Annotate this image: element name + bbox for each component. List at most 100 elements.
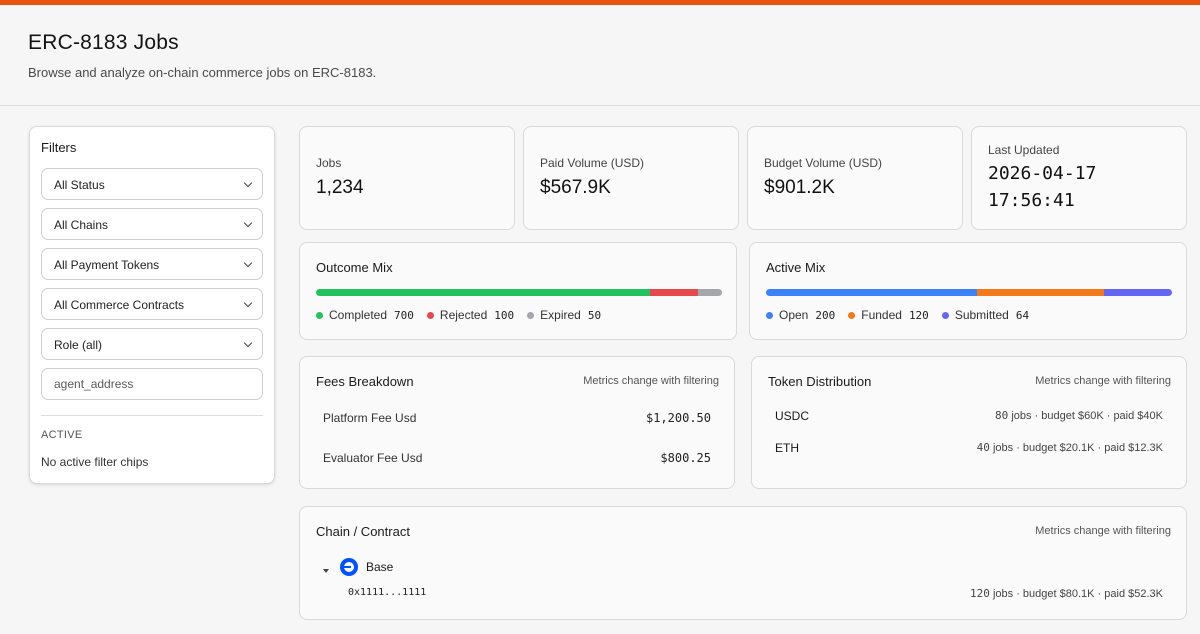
- top-accent-bar: [0, 0, 1200, 5]
- bar-segment-open: [766, 289, 978, 296]
- agent-address-input[interactable]: [41, 368, 263, 400]
- active-mix-card: Active Mix Open 200 Funded 120 Submitted 64: [749, 242, 1187, 340]
- legend-label: Open: [779, 308, 809, 322]
- token-distribution-card: Token Distribution Metrics change with f…: [751, 356, 1187, 489]
- legend-dot-icon: [426, 311, 434, 319]
- chain-contract-card: Chain / Contract Metrics change with fil…: [299, 506, 1187, 620]
- token-distribution-note: Metrics change with filtering: [1035, 375, 1171, 387]
- contract-detail: jobs · budget $80.1K · paid $52.3K: [989, 588, 1163, 600]
- chevron-down-icon: [243, 178, 253, 188]
- jobs-stat-card: Jobs 1,234: [299, 126, 515, 230]
- contract-stats: 120 jobs · budget $80.1K · paid $52.3K: [970, 587, 1163, 600]
- legend-count: 64: [1015, 308, 1030, 322]
- legend-dot-icon: [316, 311, 323, 319]
- legend-count: 100: [494, 308, 515, 322]
- active-filters-label: ACTIVE: [41, 429, 83, 441]
- legend-count: 120: [908, 308, 929, 322]
- token-row-count: 40: [976, 441, 990, 454]
- legend-dot-icon: [527, 311, 535, 319]
- last-updated-stat-card: Last Updated 2026-04-17 17:56:41: [971, 126, 1187, 230]
- legend-label: Rejected: [439, 308, 488, 322]
- chevron-down-icon: [243, 258, 253, 268]
- active-filters-empty: No active filter chips: [41, 455, 149, 469]
- contract-address[interactable]: 0x1111...1111: [348, 587, 427, 598]
- chain-contract-note: Metrics change with filtering: [1035, 525, 1171, 537]
- active-mix-title: Active Mix: [766, 260, 826, 275]
- outcome-mix-title: Outcome Mix: [316, 260, 393, 275]
- filters-title: Filters: [41, 140, 77, 155]
- chevron-down-icon: [243, 218, 253, 228]
- jobs-label: Jobs: [316, 156, 342, 170]
- token-row-detail: jobs · budget $20.1K · paid $12.3K: [989, 442, 1163, 454]
- chevron-down-icon: [243, 338, 253, 348]
- role-select-value: Role (all): [54, 338, 103, 352]
- token-row-stats: 80 jobs · budget $60K · paid $40K: [995, 409, 1163, 422]
- outcome-mix-card: Outcome Mix Completed 700 Rejected 100 Expir…: [299, 242, 737, 340]
- budget-volume-label: Budget Volume (USD): [764, 156, 883, 170]
- legend-item-funded: Funded 120: [848, 308, 929, 322]
- base-chain-logo-icon: [340, 558, 358, 576]
- bar-segment-expired: [698, 289, 722, 296]
- filters-divider: [41, 415, 263, 416]
- legend-dot-icon: [848, 311, 856, 319]
- contract-count: 120: [970, 587, 990, 600]
- bar-segment-funded: [977, 289, 1105, 296]
- page-subtitle: Browse and analyze on-chain commerce job…: [28, 65, 377, 80]
- fees-breakdown-note: Metrics change with filtering: [583, 375, 719, 387]
- jobs-value: 1,234: [316, 177, 364, 198]
- evaluator-fee-label: Evaluator Fee Usd: [323, 451, 423, 465]
- chain-name[interactable]: Base: [366, 560, 394, 574]
- legend-item-submitted: Submitted 64: [941, 308, 1030, 322]
- legend-dot-icon: [766, 311, 773, 319]
- legend-label: Submitted: [954, 308, 1009, 322]
- token-row-name: USDC: [775, 409, 810, 423]
- payment-tokens-select[interactable]: All Payment Tokens: [41, 248, 263, 280]
- token-row-count: 80: [995, 409, 1009, 422]
- budget-volume-stat-card: Budget Volume (USD) $901.2K: [747, 126, 963, 230]
- status-select-value: All Status: [54, 178, 105, 192]
- paid-volume-label: Paid Volume (USD): [540, 156, 645, 170]
- last-updated-label: Last Updated: [988, 143, 1060, 157]
- budget-volume-value: $901.2K: [764, 177, 835, 198]
- paid-volume-stat-card: Paid Volume (USD) $567.9K: [523, 126, 739, 230]
- active-mix-bar: [766, 289, 1172, 296]
- payment-tokens-select-value: All Payment Tokens: [54, 258, 160, 272]
- legend-item-open: Open 200: [766, 308, 835, 322]
- outcome-mix-bar: [316, 289, 722, 296]
- outcome-mix-legend: Completed 700 Rejected 100 Expired 50: [316, 308, 614, 322]
- legend-count: 200: [815, 308, 836, 322]
- last-updated-time: 17:56:41: [988, 190, 1075, 211]
- chains-select-value: All Chains: [54, 218, 109, 232]
- chevron-down-icon: [243, 298, 253, 308]
- token-distribution-title: Token Distribution: [768, 374, 872, 389]
- legend-count: 700: [394, 308, 414, 322]
- status-select[interactable]: All Status: [41, 168, 263, 200]
- legend-label: Funded: [861, 308, 902, 322]
- fees-breakdown-title: Fees Breakdown: [316, 374, 414, 389]
- commerce-contracts-select-value: All Commerce Contracts: [54, 298, 185, 312]
- evaluator-fee-value: $800.25: [660, 451, 711, 465]
- token-row-stats: 40 jobs · budget $20.1K · paid $12.3K: [977, 441, 1163, 454]
- token-row-name: ETH: [775, 441, 799, 455]
- collapse-caret-icon[interactable]: [323, 569, 329, 573]
- bar-segment-completed: [316, 289, 651, 296]
- legend-count: 50: [587, 308, 602, 322]
- fees-breakdown-card: Fees Breakdown Metrics change with filte…: [299, 356, 735, 489]
- bar-segment-submitted: [1104, 289, 1172, 296]
- legend-item-rejected: Rejected 100: [426, 308, 515, 322]
- platform-fee-label: Platform Fee Usd: [323, 411, 417, 425]
- last-updated-date: 2026-04-17: [988, 163, 1097, 184]
- legend-dot-icon: [941, 311, 949, 319]
- token-row-detail: jobs · budget $60K · paid $40K: [1008, 410, 1163, 422]
- page-title: ERC-8183 Jobs: [28, 31, 179, 54]
- active-mix-legend: Open 200 Funded 120 Submitted 64: [766, 308, 1042, 322]
- commerce-contracts-select[interactable]: All Commerce Contracts: [41, 288, 263, 320]
- role-select[interactable]: Role (all): [41, 328, 263, 360]
- legend-item-completed: Completed 700: [316, 308, 414, 322]
- legend-label: Expired: [540, 308, 581, 322]
- legend-item-expired: Expired 50: [527, 308, 601, 322]
- platform-fee-value: $1,200.50: [645, 411, 711, 425]
- paid-volume-value: $567.9K: [540, 177, 611, 198]
- chains-select[interactable]: All Chains: [41, 208, 263, 240]
- legend-label: Completed: [329, 308, 388, 322]
